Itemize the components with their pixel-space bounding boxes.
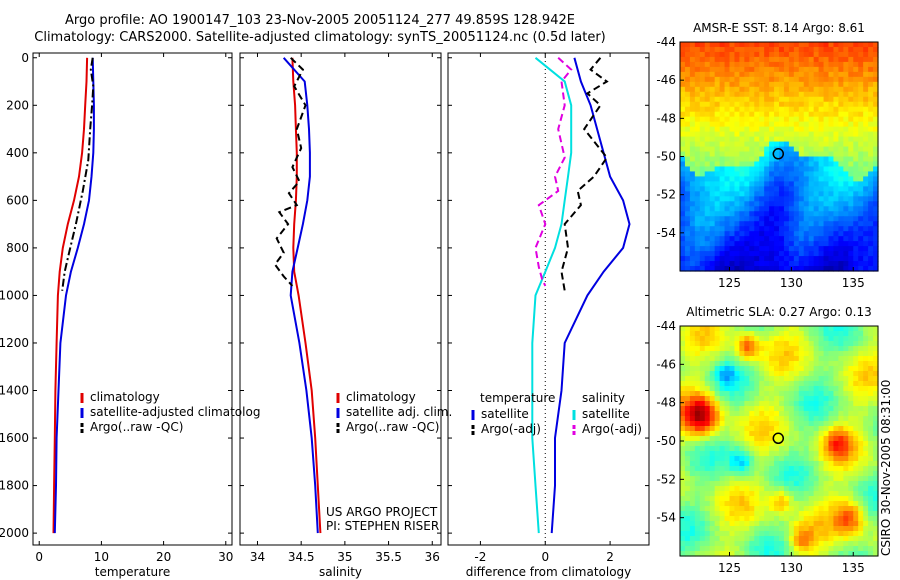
map-panel-1: AMSR-E SST: 8.14 Argo: 8.61 125 130 135 -44 -…: [656, 21, 879, 290]
x-tick-label: 35: [337, 550, 352, 564]
y-tick-label: -50: [656, 434, 676, 448]
x-tick-label: 130: [780, 561, 803, 575]
x-tick-label: 125: [718, 561, 741, 575]
x-tick-label: 130: [780, 276, 803, 290]
legend-item-sal-1: climatology: [346, 390, 416, 404]
y-tick-label: -52: [656, 188, 676, 202]
legend-item-temp-2: satellite-adjusted climatolog: [90, 405, 260, 419]
chart-title-line2: Climatology: CARS2000. Satellite-adjuste…: [34, 30, 606, 45]
y-tick-label: -44: [656, 35, 676, 49]
y-tick-label: 1400: [0, 384, 29, 398]
profile-panel-2: 34 34.5 35 35.5 36 salinity: [239, 52, 442, 579]
y-tick-label: -44: [656, 319, 676, 333]
series-line-satellite: [531, 57, 573, 534]
argo-float-marker: [772, 148, 785, 160]
legend-item-temp-3: Argo(..raw -QC): [90, 420, 183, 434]
y-tick-label: -52: [656, 472, 676, 486]
x-tick-label: 2: [606, 550, 614, 564]
legend-item-sal-3: Argo(..raw -QC): [346, 420, 439, 434]
profile-panel-1: 0 10 20 30 0 200 400 600 800 1000 1200 1400 1600 1800…: [0, 51, 233, 579]
y-tick-label: 2000: [0, 526, 29, 540]
map-title: Altimetric SLA: 0.27 Argo: 0.13: [686, 305, 871, 319]
legend-header-salinity: salinity: [582, 391, 625, 405]
x-tick-label: 20: [156, 550, 171, 564]
x-tick-label: -2: [474, 550, 486, 564]
x-tick-label: 30: [218, 550, 233, 564]
axes-frame: [32, 52, 233, 546]
y-tick-label: -46: [656, 73, 676, 87]
y-tick-label: -48: [656, 111, 676, 125]
x-axis-label: difference from climatology: [466, 565, 632, 579]
x-tick-label: 135: [842, 276, 865, 290]
y-tick-label: 400: [6, 146, 29, 160]
series-line-satellite: [550, 57, 631, 534]
series-line-argo-raw-qc: [61, 57, 95, 291]
x-tick-label: 35.5: [375, 550, 402, 564]
legend-item-diff-4: Argo(-adj): [582, 422, 642, 436]
map-panel-2: Altimetric SLA: 0.27 Argo: 0.13 125 130 135…: [656, 305, 879, 575]
x-tick-label: 34: [250, 550, 265, 564]
footer-project: US ARGO PROJECT: [326, 505, 438, 519]
axes-frame: [239, 52, 442, 546]
y-tick-label: 200: [6, 98, 29, 112]
y-tick-label: -50: [656, 150, 676, 164]
y-tick-label: -48: [656, 396, 676, 410]
side-timestamp-label: CSIRO 30-Nov-2005 08:31:00: [879, 380, 893, 556]
x-tick-label: 34.5: [288, 550, 315, 564]
y-tick-label: 600: [6, 193, 29, 207]
series-line-climatology: [291, 57, 322, 534]
series-line-climatology: [52, 57, 89, 534]
legend-header-temperature: temperature: [480, 391, 555, 405]
footer-pi: PI: STEPHEN RISER: [326, 519, 439, 533]
x-axis-label: temperature: [95, 565, 170, 579]
heatmap-cells: [680, 42, 879, 272]
legend-item-sal-2: satellite adj. clim.: [346, 405, 452, 419]
x-tick-label: 0: [35, 550, 43, 564]
series-line-satellite-adjusted-climatology: [53, 57, 95, 534]
x-tick-label: 125: [718, 276, 741, 290]
y-tick-label: 0: [21, 51, 29, 65]
x-tick-label: 36: [425, 550, 440, 564]
axes-frame: [447, 52, 650, 546]
series-line-satellite-adj-clim: [282, 57, 319, 534]
x-tick-label: 0: [541, 550, 549, 564]
x-tick-label: 10: [94, 550, 109, 564]
chart-title-line1: Argo profile: AO 1900147_103 23-Nov-2005…: [65, 13, 575, 28]
legend-item-diff-3: satellite: [582, 407, 630, 421]
series-line-argo-raw-qc: [273, 57, 307, 287]
legend-item-diff-1: satellite: [481, 407, 529, 421]
y-tick-label: 1000: [0, 288, 29, 302]
y-tick-label: -46: [656, 357, 676, 371]
y-tick-label: 800: [6, 241, 29, 255]
x-axis-label: salinity: [319, 565, 362, 579]
series-line-argo-adj: [560, 57, 609, 291]
y-tick-label: -54: [656, 226, 676, 240]
x-tick-label: 135: [842, 561, 865, 575]
argo-float-marker: [772, 432, 785, 445]
y-tick-label: 1800: [0, 479, 29, 493]
legend-item-diff-2: Argo(-adj): [481, 422, 541, 436]
y-tick-label: 1600: [0, 431, 29, 445]
y-tick-label: 1200: [0, 336, 29, 350]
series-line-argo-adj: [534, 57, 573, 287]
legend-item-temp-1: climatology: [90, 390, 160, 404]
map-title: AMSR-E SST: 8.14 Argo: 8.61: [693, 21, 865, 35]
heatmap-cells: [680, 326, 879, 557]
y-tick-label: -54: [656, 511, 676, 525]
